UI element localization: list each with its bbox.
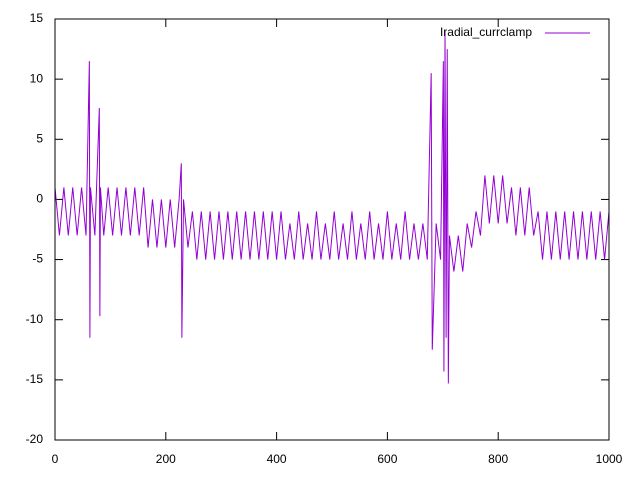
- y-tick-label: 10: [30, 71, 44, 85]
- x-tick-label: 400: [267, 452, 287, 466]
- x-tick-label: 1000: [596, 452, 623, 466]
- y-tick-label: -20: [26, 432, 44, 446]
- y-tick-label: -15: [26, 372, 44, 386]
- x-tick-label: 0: [52, 452, 59, 466]
- y-tick-label: -10: [26, 312, 44, 326]
- y-tick-label: 15: [30, 11, 44, 25]
- legend-label: Iradial_currclamp: [440, 25, 532, 39]
- x-tick-label: 800: [488, 452, 508, 466]
- data-line: [54, 31, 610, 384]
- y-tick-label: 5: [36, 131, 43, 145]
- plot-border: [54, 18, 610, 441]
- x-tick-label: 600: [377, 452, 397, 466]
- x-tick-label: 200: [156, 452, 176, 466]
- y-tick-label: -5: [32, 252, 43, 266]
- y-tick-label: 0: [36, 192, 43, 206]
